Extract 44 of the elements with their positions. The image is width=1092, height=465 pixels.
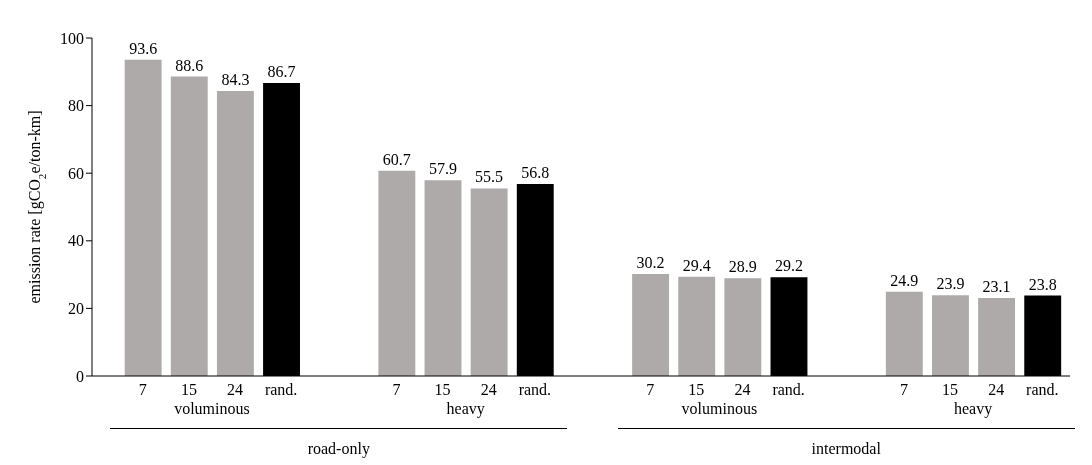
text: intermodal xyxy=(810,440,882,458)
x-tick-label: 15 xyxy=(434,381,451,399)
x-tick-label: 15 xyxy=(688,381,705,399)
data-label: 23.9 xyxy=(936,275,965,293)
y-tick-label: 80 xyxy=(68,97,84,115)
x-tick-label: 7 xyxy=(646,381,655,399)
x-tick-label: rand. xyxy=(772,381,805,399)
y-tick-label: 100 xyxy=(60,29,84,47)
x-tick-label: 7 xyxy=(138,381,147,399)
x-tick-label: rand. xyxy=(264,381,298,399)
data-label: 84.3 xyxy=(221,71,250,89)
x-tick-label: 15 xyxy=(942,381,959,399)
data-label: 29.4 xyxy=(682,256,711,274)
x-tick-label: 24 xyxy=(988,381,1005,399)
y-tick-label: 40 xyxy=(68,232,84,250)
x-tick-label: 15 xyxy=(180,381,197,399)
text: voluminous xyxy=(173,400,251,418)
data-label: 86.7 xyxy=(267,62,296,80)
data-label: 30.2 xyxy=(636,253,665,271)
y-tick-label: 60 xyxy=(68,164,84,182)
x-tick-label: 7 xyxy=(899,381,908,399)
data-label: 56.8 xyxy=(521,164,550,182)
text: road-only xyxy=(306,440,371,458)
data-label: 60.7 xyxy=(382,150,411,168)
data-label: 88.6 xyxy=(175,56,204,74)
y-tick-label: 0 xyxy=(76,367,84,385)
text: heavy xyxy=(445,400,486,418)
data-label: 93.6 xyxy=(129,39,158,57)
data-label: 23.8 xyxy=(1028,275,1057,293)
x-tick-label: 24 xyxy=(734,381,751,399)
y-tick-label: 20 xyxy=(68,300,84,318)
text: heavy xyxy=(953,400,994,418)
data-label: 28.9 xyxy=(728,258,757,276)
x-tick-label: rand. xyxy=(518,381,552,399)
data-label: 55.5 xyxy=(475,168,504,186)
x-tick-label: 7 xyxy=(392,381,401,399)
x-tick-label: 24 xyxy=(480,381,497,399)
text: voluminous xyxy=(680,400,759,418)
x-tick-label: 24 xyxy=(227,381,244,399)
x-tick-label: rand. xyxy=(1026,381,1059,399)
data-label: 29.2 xyxy=(774,257,803,275)
data-label: 57.9 xyxy=(428,160,457,178)
data-label: 23.1 xyxy=(982,277,1011,295)
data-label: 24.9 xyxy=(890,271,919,289)
